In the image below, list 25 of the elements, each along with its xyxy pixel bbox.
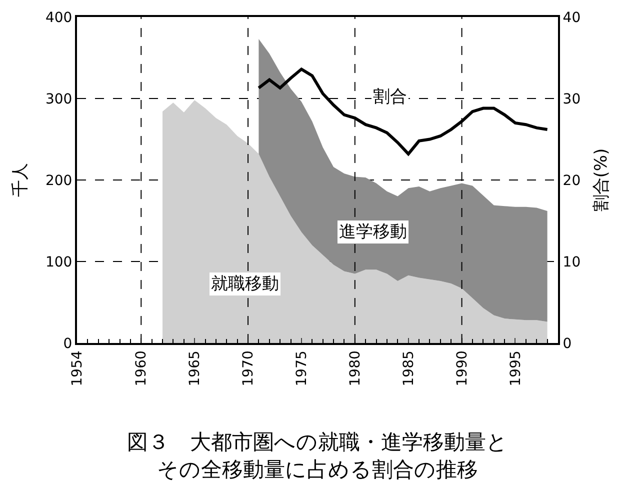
- y2-tick-label: 20: [562, 172, 581, 189]
- y2-tick-label: 30: [562, 91, 581, 108]
- y-tick-label: 300: [45, 91, 72, 108]
- y2-tick-label: 10: [562, 254, 581, 270]
- y-tick-label: 0: [63, 336, 72, 352]
- y-tick-label: 100: [45, 254, 72, 270]
- y2-tick-label: 40: [562, 10, 581, 26]
- x-tick-label: 1995: [508, 350, 524, 386]
- y-tick-label: 400: [45, 10, 72, 26]
- x-tick-label: 1970: [240, 350, 257, 386]
- series-label: 進学移動: [339, 222, 407, 242]
- x-tick-label: 1965: [187, 350, 204, 386]
- y2-tick-label: 0: [562, 336, 572, 352]
- x-tick-label: 1985: [400, 350, 417, 386]
- x-tick-label: 1980: [347, 350, 364, 386]
- x-tick-label: 1975: [294, 350, 310, 386]
- x-tick-label: 1990: [454, 350, 470, 386]
- series-label: 就職移動: [211, 274, 279, 294]
- x-tick-label: 1960: [134, 350, 150, 386]
- y2-axis-title: 割合(%): [592, 148, 612, 212]
- x-tick-label: 1954: [70, 350, 86, 386]
- y-axis-title: 千人: [10, 163, 31, 197]
- text: 図３ 大都市圏への就職・進学移動量とその全移動量に占める割合の推移: [127, 430, 508, 482]
- series-label: 割合: [373, 87, 407, 107]
- y-tick-label: 200: [45, 172, 72, 189]
